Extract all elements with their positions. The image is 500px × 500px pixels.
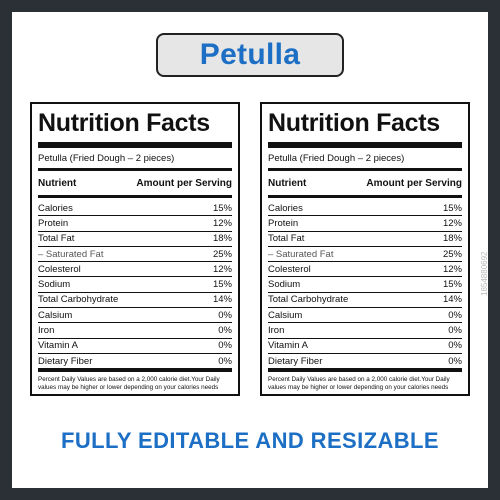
nutrient-name: Sodium xyxy=(268,279,301,291)
nutrient-value: 0% xyxy=(218,309,232,321)
nutrient-row: Dietary Fiber 0% xyxy=(38,354,232,373)
nutrient-value: 15% xyxy=(442,279,462,291)
nutrient-value: 0% xyxy=(448,355,462,367)
header-title-pill: Petulla xyxy=(156,33,344,77)
nutrient-name: Vitamin A xyxy=(38,340,78,352)
nutrient-row: Colesterol 12% xyxy=(268,262,462,278)
nutrient-row: Total Fat 18% xyxy=(268,232,462,247)
nutrient-value: 12% xyxy=(212,217,232,229)
nutrient-name: Dietary Fiber xyxy=(268,355,323,367)
nutrition-label-left: Nutrition Facts Petulla (Fried Dough – 2… xyxy=(30,102,240,396)
nutrient-value: 14% xyxy=(442,294,462,306)
nutrient-name: Calories xyxy=(38,202,73,214)
nutrient-name: Colesterol xyxy=(268,263,311,275)
nutrient-row: Vitamin A 0% xyxy=(268,339,462,354)
nutrition-facts-title: Nutrition Facts xyxy=(268,109,440,137)
nutrient-name: Total Fat xyxy=(268,233,305,245)
nutrition-label-right: Nutrition Facts Petulla (Fried Dough – 2… xyxy=(260,102,470,396)
nutrient-name: Protein xyxy=(38,217,69,229)
divider-thick xyxy=(268,142,462,148)
product-name: Petulla (Fried Dough – 2 pieces) xyxy=(38,153,175,164)
divider xyxy=(38,195,232,198)
daily-value-footnote: Percent Daily Values are based on a 2,00… xyxy=(268,376,450,392)
nutrient-name: Calories xyxy=(268,202,303,214)
nutrient-value: 14% xyxy=(212,294,232,306)
nutrient-row: Protein 12% xyxy=(268,216,462,232)
nutrient-row: Calsium 0% xyxy=(38,308,232,324)
nutrient-value: 25% xyxy=(442,248,462,260)
amount-column-header: Amount per Serving xyxy=(366,178,462,189)
nutrient-value: 0% xyxy=(448,340,462,352)
nutrient-value: 0% xyxy=(218,340,232,352)
nutrient-name: Colesterol xyxy=(38,263,81,275)
nutrient-name: Calsium xyxy=(268,309,303,321)
nutrient-column-header: Nutrient xyxy=(38,178,77,189)
header-title: Petulla xyxy=(199,38,301,71)
nutrient-value: 15% xyxy=(212,202,232,214)
nutrient-value: 0% xyxy=(218,355,232,367)
nutrient-value: 0% xyxy=(448,309,462,321)
nutrient-row: Dietary Fiber 0% xyxy=(268,354,462,373)
nutrient-value: 18% xyxy=(212,233,232,245)
nutrient-name: Dietary Fiber xyxy=(38,355,93,367)
product-name: Petulla (Fried Dough – 2 pieces) xyxy=(268,153,405,164)
nutrient-row: Total Carbohydrate 14% xyxy=(38,293,232,309)
nutrient-name: Total Fat xyxy=(38,233,75,245)
divider xyxy=(268,168,462,171)
nutrient-row: Iron 0% xyxy=(268,323,462,339)
nutrient-row: Protein 12% xyxy=(38,216,232,232)
nutrient-name: Iron xyxy=(268,325,285,337)
nutrient-value: 0% xyxy=(218,325,232,337)
nutrient-name: Vitamin A xyxy=(268,340,308,352)
amount-column-header: Amount per Serving xyxy=(136,178,232,189)
nutrient-name: Iron xyxy=(38,325,55,337)
nutrient-value: 15% xyxy=(442,202,462,214)
nutrient-row: Sodium 15% xyxy=(38,277,232,293)
nutrient-column-header: Nutrient xyxy=(268,178,307,189)
nutrient-value: 0% xyxy=(448,325,462,337)
nutrient-row: Total Carbohydrate 14% xyxy=(268,293,462,309)
nutrient-value: 25% xyxy=(212,248,232,260)
tagline: FULLY EDITABLE AND RESIZABLE xyxy=(61,428,439,453)
nutrient-row: Calories 15% xyxy=(268,201,462,217)
daily-value-footnote: Percent Daily Values are based on a 2,00… xyxy=(38,376,220,392)
nutrient-row: Total Fat 18% xyxy=(38,232,232,247)
nutrient-name: Protein xyxy=(268,217,299,229)
nutrition-facts-title: Nutrition Facts xyxy=(38,109,210,137)
watermark-id: 1854880692 xyxy=(480,251,489,297)
nutrient-value: 12% xyxy=(442,217,462,229)
nutrient-name: Total Carbohydrate xyxy=(38,294,119,306)
column-header: Nutrient Amount per Serving xyxy=(38,174,232,192)
nutrient-name: Calsium xyxy=(38,309,73,321)
nutrient-row: Calsium 0% xyxy=(268,308,462,324)
nutrient-row: Sodium 15% xyxy=(268,277,462,293)
nutrient-value: 15% xyxy=(212,279,232,291)
nutrient-row: Iron 0% xyxy=(38,323,232,339)
column-header: Nutrient Amount per Serving xyxy=(268,174,462,192)
nutrient-row: – Saturated Fat 25% xyxy=(268,247,462,263)
divider xyxy=(38,168,232,171)
nutrient-value: 12% xyxy=(212,263,232,275)
divider-thick xyxy=(38,142,232,148)
nutrient-name: Sodium xyxy=(38,279,71,291)
divider xyxy=(268,195,462,198)
nutrient-value: 18% xyxy=(442,233,462,245)
nutrient-row: Colesterol 12% xyxy=(38,262,232,278)
nutrient-name: – Saturated Fat xyxy=(38,248,104,260)
nutrient-value: 12% xyxy=(442,263,462,275)
nutrient-row: Calories 15% xyxy=(38,201,232,217)
nutrient-row: – Saturated Fat 25% xyxy=(38,247,232,263)
nutrient-name: Total Carbohydrate xyxy=(268,294,349,306)
nutrient-row: Vitamin A 0% xyxy=(38,339,232,354)
nutrient-name: – Saturated Fat xyxy=(268,248,334,260)
